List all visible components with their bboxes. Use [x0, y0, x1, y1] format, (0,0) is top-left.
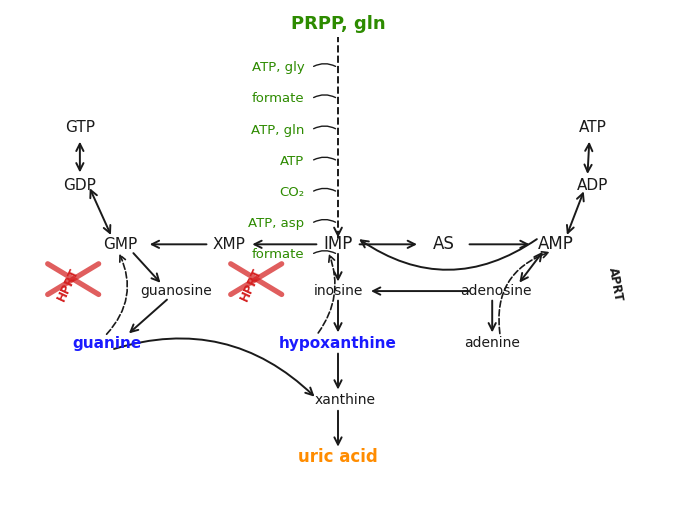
Text: CO₂: CO₂	[279, 186, 304, 199]
Text: XMP: XMP	[213, 237, 246, 252]
Text: inosine: inosine	[313, 284, 363, 298]
Text: ADP: ADP	[577, 178, 608, 193]
Text: IMP: IMP	[323, 235, 353, 254]
Text: GTP: GTP	[65, 120, 95, 135]
Text: HPRT: HPRT	[238, 266, 265, 303]
Text: ATP, gly: ATP, gly	[251, 61, 304, 74]
Text: adenosine: adenosine	[460, 284, 531, 298]
Text: ATP: ATP	[281, 155, 304, 167]
Text: uric acid: uric acid	[298, 448, 378, 466]
Text: HPRT: HPRT	[55, 266, 82, 303]
Text: formate: formate	[252, 248, 304, 261]
Text: guanosine: guanosine	[140, 284, 212, 298]
Text: formate: formate	[252, 92, 304, 106]
Text: GDP: GDP	[64, 178, 96, 193]
Text: hypoxanthine: hypoxanthine	[279, 335, 397, 351]
Text: GMP: GMP	[103, 237, 137, 252]
Text: AS: AS	[433, 235, 455, 254]
Text: adenine: adenine	[464, 336, 520, 350]
Text: PRPP, gln: PRPP, gln	[291, 15, 385, 33]
Text: AMP: AMP	[538, 235, 574, 254]
Text: ATP: ATP	[579, 120, 606, 135]
Text: guanine: guanine	[72, 335, 141, 351]
Text: ATP, gln: ATP, gln	[251, 123, 304, 136]
Text: xanthine: xanthine	[314, 393, 375, 407]
Text: APRT: APRT	[606, 266, 625, 302]
Text: ATP, asp: ATP, asp	[248, 217, 304, 230]
